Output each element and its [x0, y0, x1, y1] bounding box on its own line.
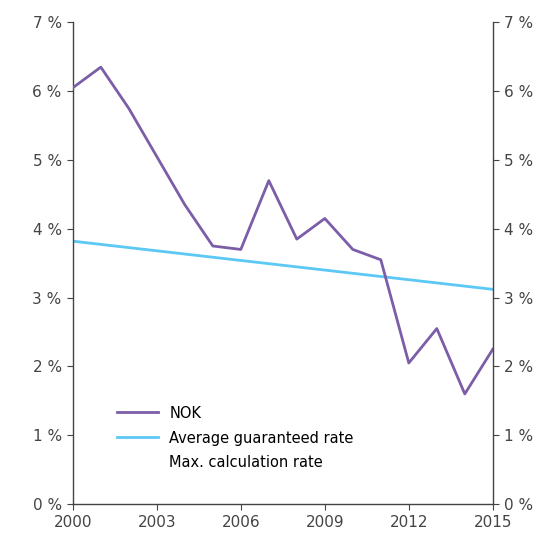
Max. calculation rate	[405, 329, 412, 335]
NOK	[321, 215, 328, 222]
Max. calculation rate	[153, 294, 160, 301]
Max. calculation rate	[209, 311, 216, 318]
Max. calculation rate	[349, 329, 356, 335]
Max. calculation rate	[265, 311, 272, 318]
Max. calculation rate	[69, 294, 76, 301]
Max. calculation rate	[97, 294, 104, 301]
Max. calculation rate	[181, 294, 188, 301]
NOK	[377, 256, 384, 263]
NOK	[181, 202, 188, 208]
Max. calculation rate	[293, 311, 300, 318]
Max. calculation rate	[321, 311, 328, 318]
NOK	[349, 246, 356, 253]
NOK	[209, 242, 216, 249]
NOK	[489, 346, 496, 353]
Line: Max. calculation rate: Max. calculation rate	[73, 297, 493, 360]
Max. calculation rate	[461, 329, 468, 335]
NOK	[237, 246, 244, 253]
NOK	[433, 325, 440, 332]
Max. calculation rate	[237, 311, 244, 318]
Max. calculation rate	[433, 329, 440, 335]
NOK	[293, 236, 300, 242]
NOK	[97, 64, 104, 71]
Max. calculation rate	[125, 294, 132, 301]
NOK	[405, 360, 412, 366]
Max. calculation rate	[489, 356, 496, 363]
NOK	[125, 105, 132, 112]
NOK	[69, 85, 76, 91]
NOK	[153, 153, 160, 160]
NOK	[265, 178, 272, 184]
Line: NOK: NOK	[73, 67, 493, 394]
Legend: NOK, Average guaranteed rate, Max. calculation rate: NOK, Average guaranteed rate, Max. calcu…	[110, 399, 361, 478]
NOK	[461, 390, 468, 397]
Max. calculation rate	[377, 329, 384, 335]
